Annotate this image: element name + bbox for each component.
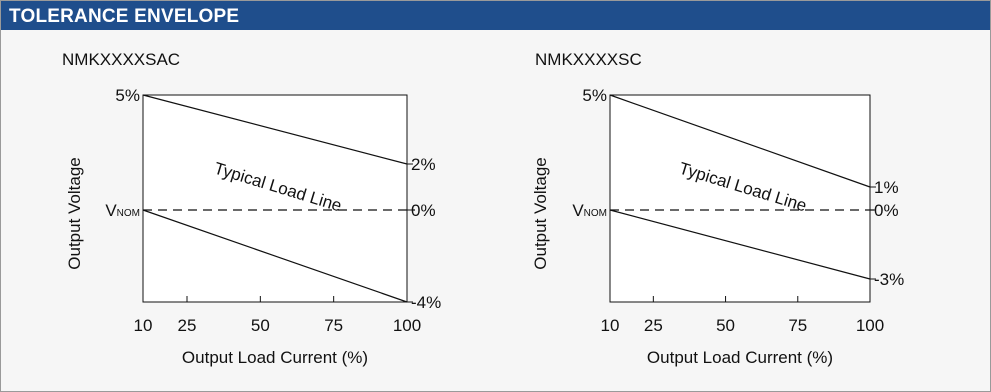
right-axis-label: -4% [411,293,441,312]
x-tick-label: 100 [856,316,884,335]
section-header: TOLERANCE ENVELOPE [1,1,990,30]
chart-title: NMKXXXXSC [535,50,642,69]
left-axis-label-sub: NOM [584,208,607,219]
left-axis-label-text: 5% [582,86,607,105]
series-lower-limit-line [609,209,871,280]
x-tick-label: 75 [788,316,807,335]
x-tick-label: 25 [644,316,663,335]
plot-area [142,94,408,303]
x-tick-label: 50 [716,316,735,335]
x-axis-label: Output Load Current (%) [182,348,368,367]
x-tick-label: 50 [251,316,270,335]
series-lower-limit-line [142,209,408,303]
right-axis-label: -3% [874,270,904,289]
left-axis-label: VNOM [105,201,140,220]
chart-title: NMKXXXXSAC [62,50,180,69]
x-tick-label: 10 [134,316,153,335]
right-axis-label: 1% [874,178,899,197]
right-axis-label: 0% [874,201,899,220]
plot-area [609,94,871,303]
y-axis-label: Output Voltage [531,157,550,269]
series-upper-limit-line [142,94,408,165]
series-upper-limit-line [609,94,871,188]
left-axis-label: 5% [582,86,607,105]
left-axis-label-text: V [105,201,117,220]
left-axis-label-text: 5% [115,86,140,105]
left-axis-label-sub: NOM [117,208,140,219]
x-tick-label: 75 [324,316,343,335]
right-axis-label: 2% [411,155,436,174]
left-axis-label: 5% [115,86,140,105]
section-title: TOLERANCE ENVELOPE [9,6,240,27]
y-axis-label: Output Voltage [65,157,84,269]
x-tick-label: 10 [601,316,620,335]
x-tick-label: 100 [393,316,421,335]
left-axis-label: VNOM [572,201,607,220]
left-axis-label-text: V [572,201,584,220]
right-axis-label: 0% [411,201,436,220]
x-axis-label: Output Load Current (%) [647,348,833,367]
x-tick-label: 25 [178,316,197,335]
